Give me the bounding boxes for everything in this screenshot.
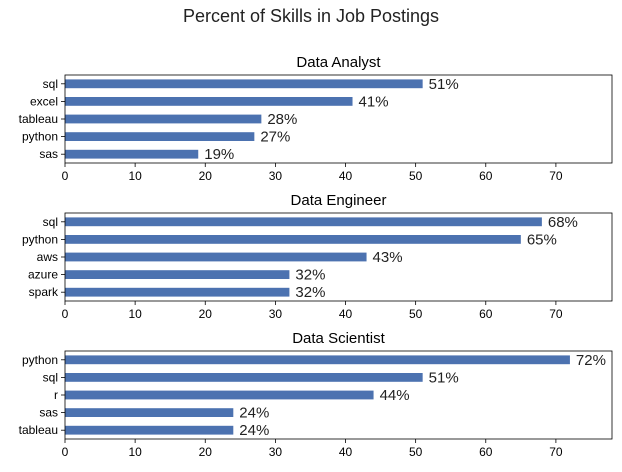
bar-sql [65,373,423,382]
bar-python [65,132,255,141]
x-tick-label: 50 [409,445,423,459]
bar-aws [65,252,367,262]
x-tick-label: 30 [269,169,283,183]
data-label: 72% [576,352,606,369]
x-tick-label: 60 [479,307,493,321]
data-label: 32% [295,267,325,284]
data-label: 68% [548,214,578,231]
x-tick-label: 20 [199,445,213,459]
x-tick-label: 40 [339,169,353,183]
x-tick-label: 0 [62,169,69,183]
y-tick-label: azure [28,268,58,282]
x-tick-label: 70 [549,445,563,459]
y-tick-label: r [54,388,58,402]
bar-sql [65,79,423,89]
data-label: 41% [359,93,389,110]
data-label: 24% [239,422,269,439]
y-tick-label: tableau [19,423,58,437]
data-label: 44% [380,387,410,404]
y-tick-label: sql [43,370,58,384]
data-label: 51% [429,369,459,386]
x-tick-label: 70 [549,307,563,321]
axes-frame [64,74,613,164]
data-label: 51% [429,76,459,93]
bar-tableau [65,425,234,435]
data-label: 65% [527,231,557,248]
bar-spark [65,287,290,297]
bar-python [65,355,570,365]
x-tick-label: 40 [339,307,353,321]
bar-tableau [65,114,262,124]
x-tick-label: 50 [409,307,423,321]
x-tick-label: 50 [409,169,423,183]
x-tick-label: 70 [549,169,563,183]
x-tick-label: 60 [479,445,493,459]
x-tick-label: 30 [269,307,283,321]
y-tick-label: aws [37,250,58,264]
x-tick-label: 60 [479,169,493,183]
y-tick-label: sas [39,147,58,161]
bar-r [65,390,374,400]
axes-frame [64,350,613,440]
x-tick-label: 10 [128,307,142,321]
data-label: 19% [204,146,234,163]
y-tick-label: python [22,130,58,144]
bar-azure [65,270,290,279]
data-label: 24% [239,405,269,422]
y-tick-label: python [22,232,58,246]
x-tick-label: 10 [128,445,142,459]
bar-sas [65,408,234,417]
x-tick-label: 0 [62,307,69,321]
bar-python [65,235,521,244]
data-label: 43% [373,249,403,266]
x-tick-label: 40 [339,445,353,459]
y-tick-label: sas [39,406,58,420]
x-tick-label: 20 [199,307,213,321]
bar-sas [65,149,199,159]
x-tick-label: 10 [128,169,142,183]
x-tick-label: 30 [269,445,283,459]
axes-frame [64,212,613,302]
panel-title: Data Analyst [296,54,381,71]
data-label: 32% [295,284,325,301]
data-label: 27% [260,129,290,146]
y-tick-label: sql [43,215,58,229]
y-tick-label: tableau [19,112,58,126]
figure-suptitle: Percent of Skills in Job Postings [182,6,440,26]
x-tick-label: 20 [199,169,213,183]
y-tick-label: excel [30,94,58,108]
bar-excel [65,97,353,106]
bar-sql [65,217,542,227]
y-tick-label: sql [43,77,58,91]
data-label: 28% [267,111,297,128]
y-tick-label: python [22,353,58,367]
panel-title: Data Engineer [291,192,387,209]
y-tick-label: spark [29,285,59,299]
panel-title: Data Scientist [292,330,385,347]
x-tick-label: 0 [62,445,69,459]
